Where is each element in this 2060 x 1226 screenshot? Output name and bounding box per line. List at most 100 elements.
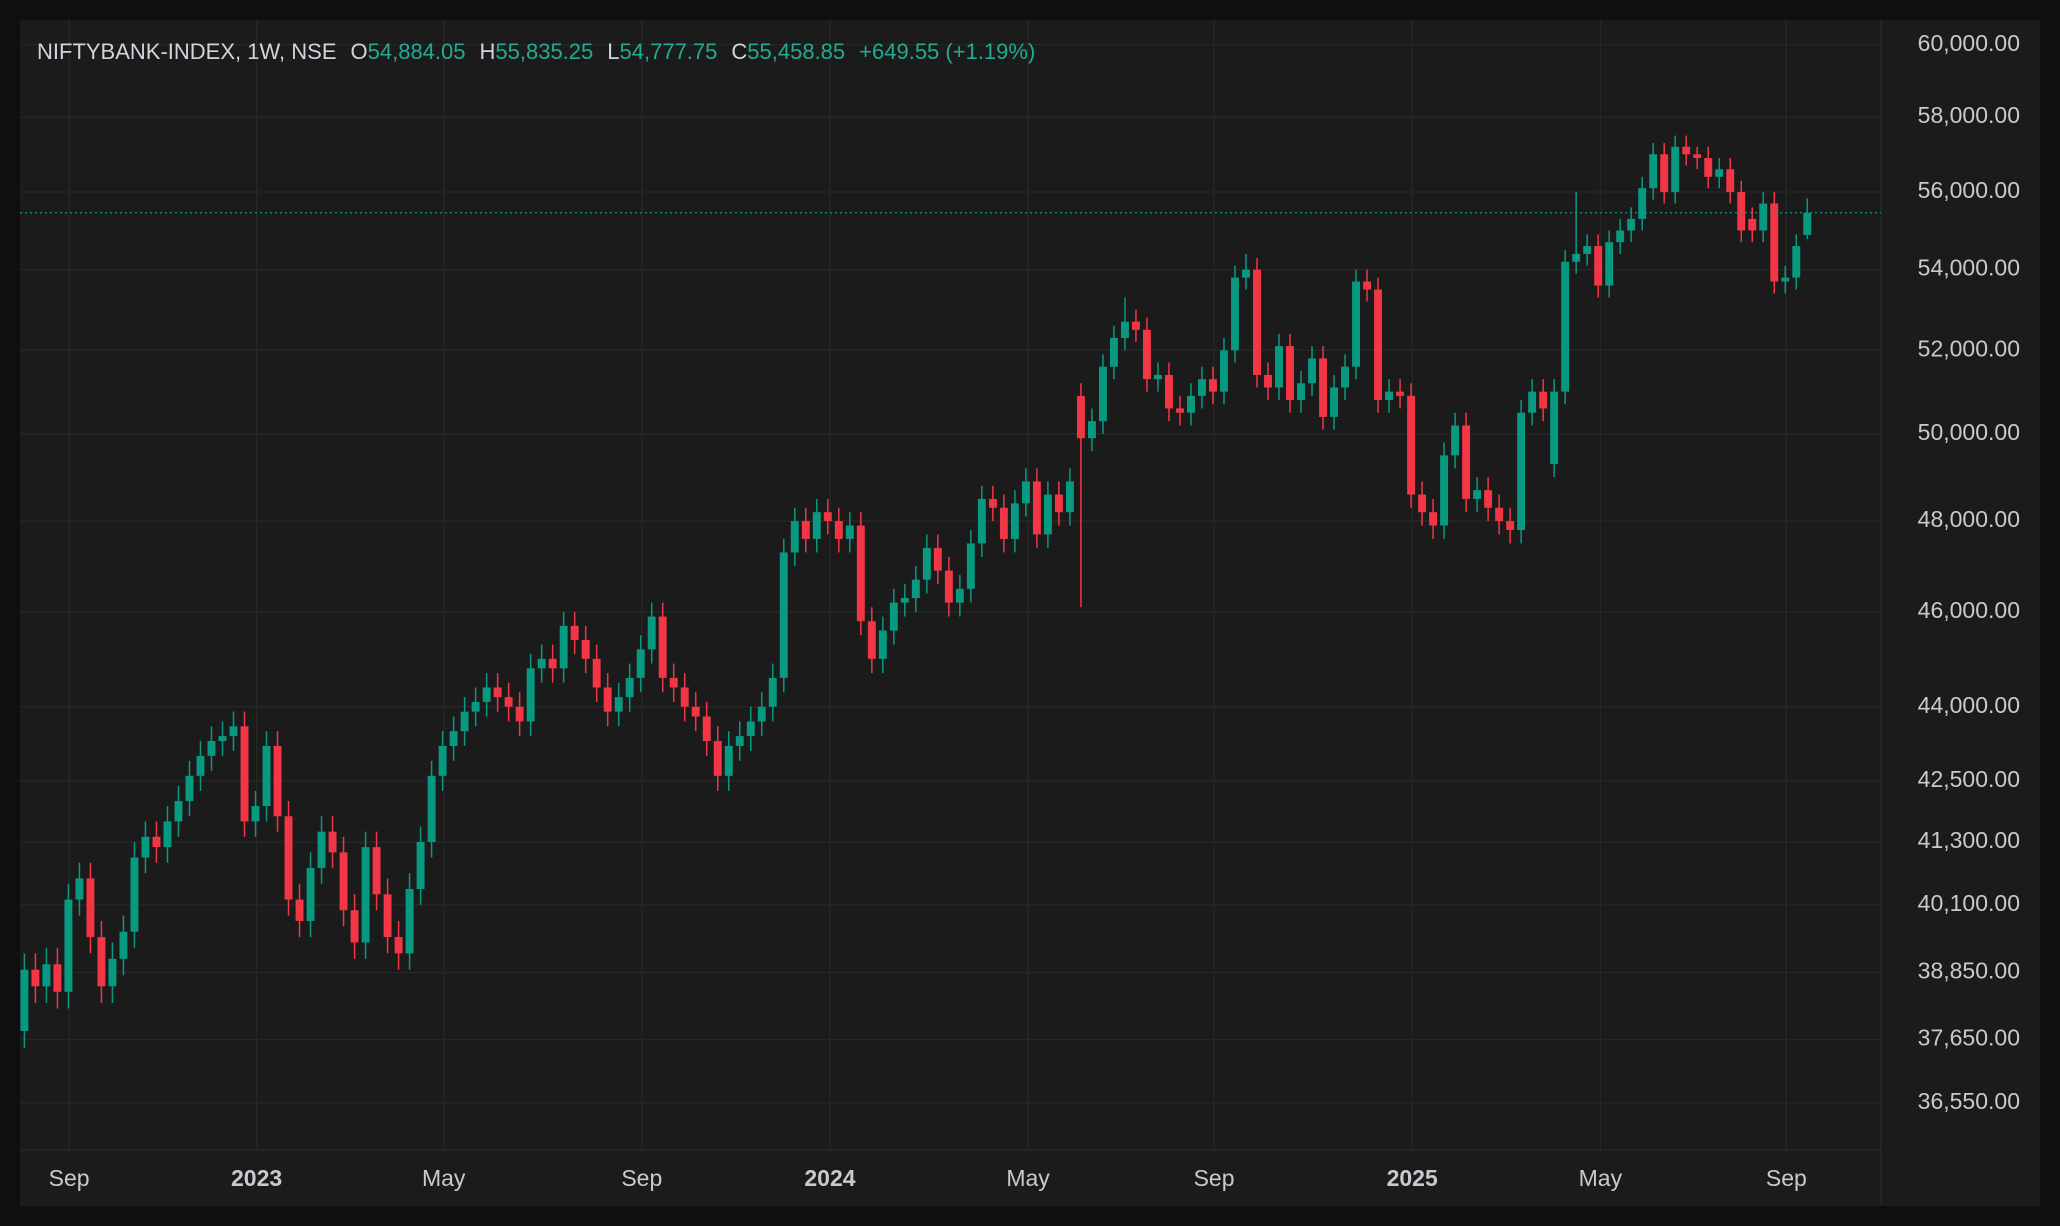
candle-body [1715,169,1724,177]
candle-body [515,706,524,722]
candle-body [1131,321,1140,330]
legend-value: 55,458.85 [747,39,846,64]
candle-body [174,801,183,822]
x-tick-label: 2023 [231,1165,282,1191]
candle-body [1385,391,1394,401]
candle-body [1407,395,1416,495]
candle-body [119,931,128,959]
candle-body [669,677,678,688]
candle-body [867,621,876,659]
candle-body [1660,154,1669,193]
candle-body [1418,494,1427,513]
y-tick-label: 41,300.00 [1918,827,2020,853]
candle-body [416,841,425,889]
candle-body [1264,374,1272,388]
candle-body [229,726,238,737]
candle-body [658,616,667,678]
candle-body [966,543,975,589]
candle-body [933,547,942,571]
candle-body [86,878,95,938]
legend-value: 54,884.05 [367,39,466,64]
candle-body [1198,379,1206,396]
legend-value: 54,777.75 [619,39,718,64]
candle-body [768,677,777,707]
candle-body [317,831,326,868]
candle-body [1605,242,1614,286]
candle-body [1043,494,1052,535]
candle-body [1396,391,1405,396]
candle-body [152,836,161,848]
chart-panel [20,20,2040,1206]
candle-body [163,821,172,848]
candle-body [1175,408,1184,413]
candle-body [1021,481,1030,504]
candle-body [64,899,73,992]
candle-body [526,668,535,722]
candle-body [262,745,271,807]
candle-body [1242,269,1250,278]
candle-body [1440,455,1449,526]
y-tick-label: 46,000.00 [1918,597,2020,623]
candle-body [1330,387,1338,417]
candle-body [1286,346,1294,401]
candle-body [53,964,62,992]
candle-body [1583,246,1592,254]
legend-value: 55,835.25 [495,39,594,64]
candle-body [295,899,304,921]
candle-body [922,547,931,580]
candle-body [1187,395,1195,413]
y-tick-label: 42,500.00 [1918,766,2020,792]
candle-body [438,745,447,776]
y-tick-label: 54,000.00 [1918,255,2020,281]
candle-body [1253,269,1261,375]
candle-body [504,697,513,707]
candle-body [427,775,436,842]
candle-body [900,598,909,603]
candle-body [1065,481,1074,513]
candle-body [31,969,40,987]
candle-body [1098,366,1107,422]
candle-body [108,958,117,987]
candle-body [251,806,260,822]
candle-body [361,847,370,943]
candle-body [537,658,546,669]
y-tick-label: 60,000.00 [1918,30,2020,56]
candle-body [1759,203,1768,231]
x-tick-label: Sep [1194,1165,1235,1191]
candle-body [790,521,799,553]
candle-body [339,852,348,911]
candle-body [1803,212,1812,235]
candle-body [779,552,788,678]
candle-body [988,498,997,508]
candle-body [1054,494,1063,513]
candle-body [1153,374,1162,380]
candle-body [97,937,106,987]
candle-body [570,625,579,640]
candle-body [284,816,293,900]
candle-body [1209,379,1217,392]
x-tick-label: Sep [621,1165,662,1191]
candle-body [493,687,502,698]
candle-body [449,731,458,746]
candle-body [1550,391,1559,465]
candle-body [625,677,634,698]
candle-body [845,525,854,539]
candle-body [1748,218,1757,231]
candle-body [328,831,337,853]
candle-body [955,588,964,603]
y-tick-label: 52,000.00 [1918,335,2020,361]
x-tick-label: 2024 [804,1165,855,1191]
candle-body [460,711,469,732]
candle-body [1142,329,1151,380]
candle-body [141,836,150,858]
candle-body [1451,425,1460,456]
x-tick-label: May [422,1165,466,1191]
candle-body [1308,358,1316,384]
candle-body [1495,507,1504,522]
y-tick-label: 48,000.00 [1918,506,2020,532]
change-label: +649.55 (+1.19%) [859,39,1036,64]
candle-body [713,741,722,776]
candle-body [680,687,689,707]
candle-body [889,602,898,631]
